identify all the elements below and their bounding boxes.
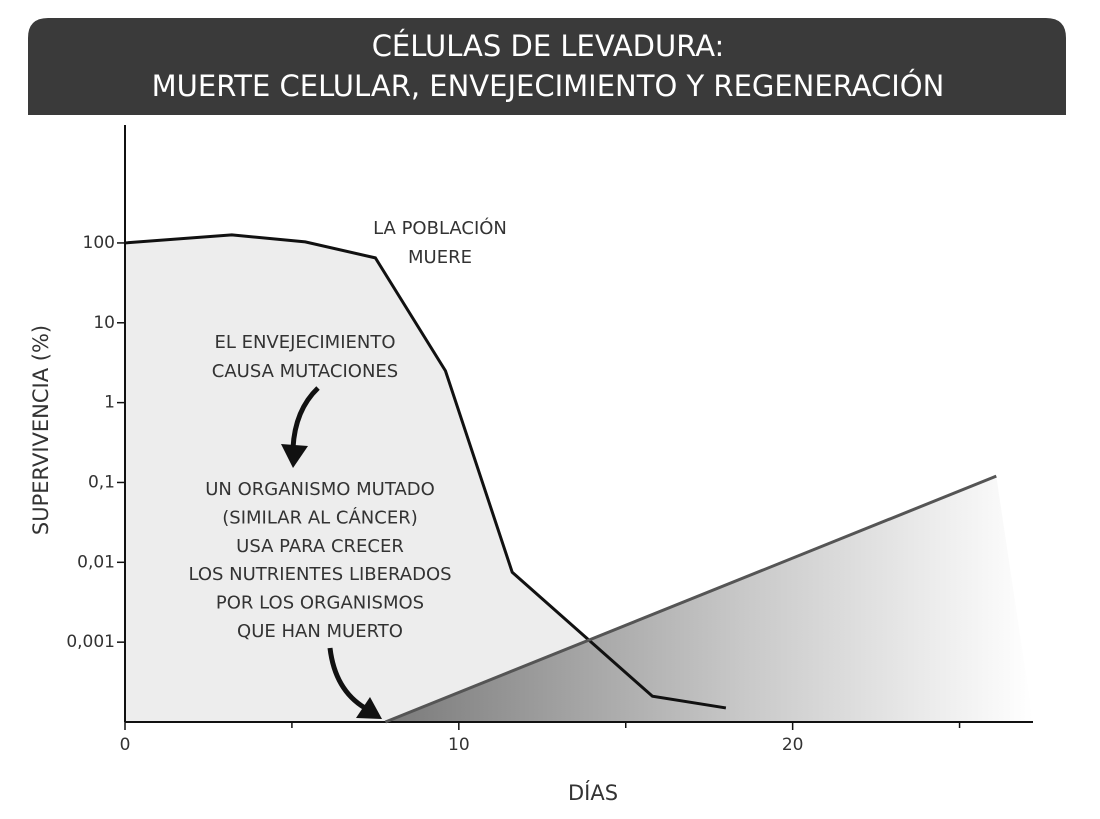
title-bar xyxy=(28,18,1066,115)
arrow xyxy=(290,386,320,449)
x-tick-label: 20 xyxy=(782,735,804,755)
y-tick-label: 100 xyxy=(83,233,115,253)
y-tick-label: 1 xyxy=(104,393,115,413)
annotation: USA PARA CRECER xyxy=(236,536,404,557)
arrow-head xyxy=(281,444,308,468)
annotation: EL ENVEJECIMIENTO xyxy=(214,332,395,353)
annotation: LOS NUTRIENTES LIBERADOS xyxy=(188,564,451,585)
y-tick-label: 0,001 xyxy=(66,632,115,652)
annotation: POR LOS ORGANISMOS xyxy=(216,593,424,614)
y-axis-label: SUPERVIVENCIA (%) xyxy=(29,325,53,535)
y-tick-label: 0,1 xyxy=(88,472,115,492)
y-tick-label: 0,01 xyxy=(77,552,115,572)
annotation: QUE HAN MUERTO xyxy=(237,621,403,642)
chart-title: MUERTE CELULAR, ENVEJECIMIENTO Y REGENER… xyxy=(152,69,945,103)
annotation: (SIMILAR AL CÁNCER) xyxy=(222,506,417,528)
data-line xyxy=(384,474,997,724)
arrow xyxy=(327,647,367,711)
plot: 100 10 1 0,1 0,01 0,001 0 10 20 DÍAS SUPERVIVENCIA… xyxy=(29,125,1034,805)
annotation: LA POBLACIÓN xyxy=(373,217,507,239)
area-fill xyxy=(125,234,1033,722)
area-fill xyxy=(385,476,1034,722)
x-tick-label: 0 xyxy=(120,735,131,755)
arrow-head xyxy=(356,697,382,719)
x-tick-label: 10 xyxy=(448,735,470,755)
data-line xyxy=(124,233,727,710)
y-tick-label: 10 xyxy=(93,313,115,333)
annotation: CAUSA MUTACIONES xyxy=(212,361,398,382)
chart-title: CÉLULAS DE LEVADURA: xyxy=(372,29,725,63)
x-axis-label: DÍAS xyxy=(568,780,618,805)
annotation: MUERE xyxy=(408,247,472,268)
annotation: UN ORGANISMO MUTADO xyxy=(205,479,435,500)
